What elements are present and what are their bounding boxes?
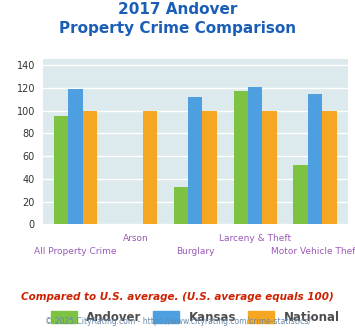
Bar	[308, 93, 322, 224]
Bar	[248, 87, 262, 224]
Text: Compared to U.S. average. (U.S. average equals 100): Compared to U.S. average. (U.S. average …	[21, 292, 334, 302]
Bar	[294, 165, 308, 224]
Bar	[83, 111, 97, 224]
Bar	[69, 89, 83, 224]
Text: All Property Crime: All Property Crime	[34, 248, 117, 256]
Text: Larceny & Theft: Larceny & Theft	[219, 234, 291, 243]
Text: © 2025 CityRating.com - https://www.cityrating.com/crime-statistics/: © 2025 CityRating.com - https://www.city…	[45, 317, 310, 326]
Bar	[262, 111, 277, 224]
Text: Motor Vehicle Theft: Motor Vehicle Theft	[271, 248, 355, 256]
Bar	[174, 187, 188, 224]
Text: 2017 Andover: 2017 Andover	[118, 2, 237, 16]
Bar	[188, 97, 202, 224]
Bar	[234, 91, 248, 224]
Legend: Andover, Kansas, National: Andover, Kansas, National	[46, 306, 344, 329]
Text: Burglary: Burglary	[176, 248, 214, 256]
Bar	[54, 116, 69, 224]
Bar	[143, 111, 157, 224]
Text: Arson: Arson	[122, 234, 148, 243]
Text: Property Crime Comparison: Property Crime Comparison	[59, 21, 296, 36]
Bar	[322, 111, 337, 224]
Bar	[202, 111, 217, 224]
